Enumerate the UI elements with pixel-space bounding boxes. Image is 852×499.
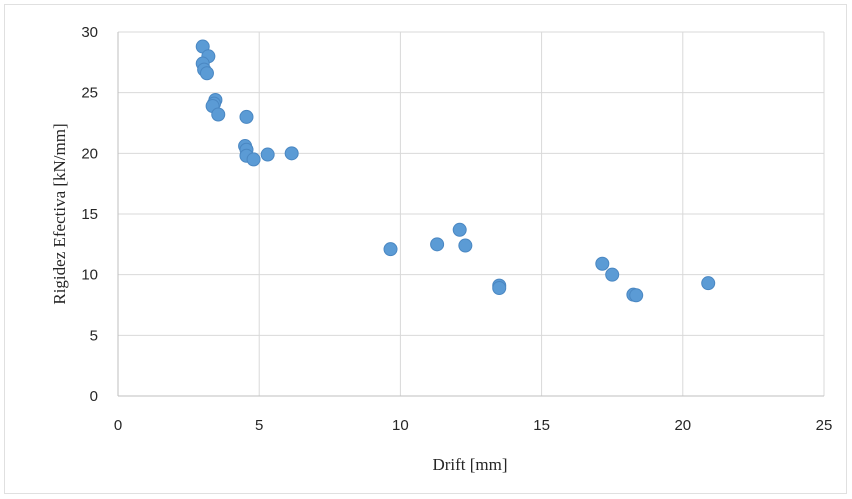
data-point — [239, 109, 254, 124]
x-axis-title: Drift [mm] — [432, 455, 507, 474]
y-tick-label: 10 — [81, 267, 98, 284]
data-point — [595, 256, 610, 271]
data-point — [199, 66, 214, 81]
data-point — [701, 276, 716, 291]
data-point — [492, 281, 507, 296]
y-tick-labels: 0 5 10 15 20 25 30 — [81, 24, 98, 405]
y-tick-label: 5 — [90, 327, 98, 344]
x-tick-label: 10 — [392, 417, 409, 434]
data-point — [452, 222, 467, 237]
x-tick-labels: 0 5 10 15 20 25 — [114, 417, 833, 434]
data-point — [284, 146, 299, 161]
chart-frame — [4, 4, 847, 494]
data-point — [383, 242, 398, 257]
y-tick-label: 30 — [81, 24, 98, 41]
data-point — [246, 152, 261, 167]
x-tick-label: 15 — [533, 417, 550, 434]
x-tick-label: 0 — [114, 417, 122, 434]
data-point — [430, 237, 445, 252]
y-tick-label: 25 — [81, 85, 98, 102]
x-tick-label: 5 — [255, 417, 263, 434]
axes — [117, 32, 824, 397]
y-tick-label: 0 — [90, 388, 98, 405]
data-point — [605, 267, 620, 282]
x-tick-label: 20 — [674, 417, 691, 434]
y-tick-label: 20 — [81, 145, 98, 162]
data-point — [260, 147, 275, 162]
data-point — [629, 288, 644, 303]
data-point — [458, 238, 473, 253]
x-tick-label: 25 — [816, 417, 833, 434]
data-point — [211, 107, 226, 122]
data-points — [195, 39, 716, 303]
y-axis-title: Rigidez Efectiva [kN/mm] — [50, 123, 69, 304]
y-tick-label: 15 — [81, 206, 98, 223]
grid-lines — [118, 31, 825, 396]
